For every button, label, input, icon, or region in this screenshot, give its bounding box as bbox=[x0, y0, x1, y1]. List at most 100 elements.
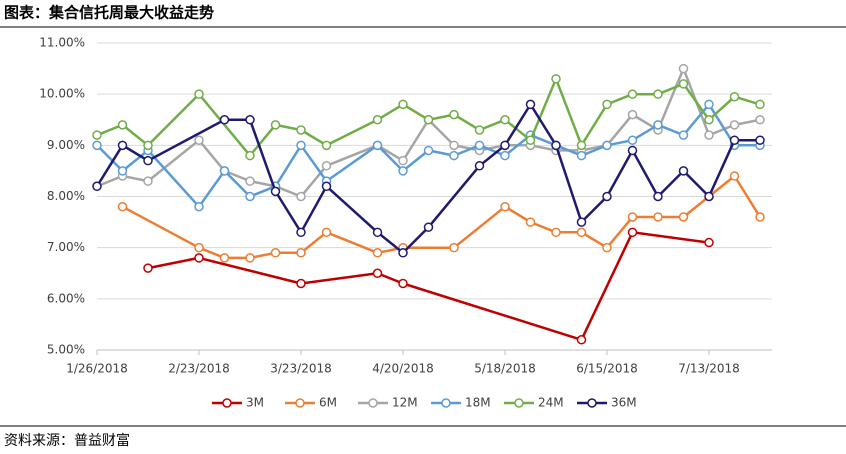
data-point bbox=[296, 227, 306, 238]
data-point bbox=[194, 253, 204, 263]
data-point bbox=[500, 115, 510, 125]
data-point bbox=[627, 145, 638, 156]
data-point bbox=[321, 161, 332, 171]
legend-label: 36M bbox=[611, 396, 637, 410]
data-point bbox=[755, 135, 765, 145]
data-point bbox=[296, 125, 306, 135]
data-point bbox=[653, 191, 663, 202]
data-point bbox=[551, 140, 561, 151]
y-tick-label: 7.00% bbox=[47, 240, 85, 254]
x-tick-label: 3/23/2018 bbox=[270, 362, 332, 376]
data-point bbox=[296, 191, 306, 202]
data-point bbox=[576, 335, 587, 345]
data-point bbox=[92, 130, 102, 140]
source-note: 资料来源：普益财富 bbox=[4, 432, 130, 449]
data-point bbox=[117, 201, 128, 212]
legend-marker bbox=[441, 398, 451, 408]
data-point bbox=[117, 166, 128, 176]
legend-label: 24M bbox=[538, 396, 564, 410]
data-point bbox=[602, 140, 612, 151]
data-point bbox=[270, 248, 281, 258]
data-point bbox=[576, 150, 587, 161]
data-point bbox=[755, 99, 765, 110]
data-point bbox=[423, 222, 434, 232]
data-point bbox=[270, 186, 281, 197]
y-tick-label: 11.00% bbox=[39, 36, 85, 50]
data-point bbox=[627, 89, 638, 99]
data-point bbox=[398, 166, 408, 176]
legend-label: 18M bbox=[465, 396, 491, 410]
legend-marker bbox=[587, 398, 597, 408]
data-point bbox=[372, 268, 383, 278]
y-tick-label: 9.00% bbox=[47, 138, 85, 152]
legend-label: 3M bbox=[246, 396, 264, 410]
data-point bbox=[755, 212, 765, 222]
data-point bbox=[525, 217, 536, 227]
data-point bbox=[602, 242, 612, 253]
x-tick-label: 2/23/2018 bbox=[168, 362, 230, 376]
data-point bbox=[729, 91, 740, 102]
data-point bbox=[219, 166, 230, 176]
data-point bbox=[245, 191, 255, 202]
data-point bbox=[321, 140, 332, 151]
data-point bbox=[704, 191, 714, 202]
data-point bbox=[245, 253, 255, 263]
data-point bbox=[653, 212, 663, 222]
data-point bbox=[576, 140, 587, 151]
data-point bbox=[449, 150, 459, 161]
data-point bbox=[704, 237, 714, 248]
data-point bbox=[143, 176, 153, 186]
data-point bbox=[653, 89, 663, 99]
data-point bbox=[729, 120, 740, 130]
data-point bbox=[627, 135, 638, 145]
data-point bbox=[398, 99, 408, 110]
data-point bbox=[678, 166, 689, 176]
x-tick-label: 4/20/2018 bbox=[372, 362, 434, 376]
data-point bbox=[143, 140, 153, 151]
data-point bbox=[525, 135, 536, 145]
data-point bbox=[194, 135, 204, 145]
data-point bbox=[423, 145, 434, 156]
y-tick-label: 5.00% bbox=[47, 343, 85, 357]
data-point bbox=[551, 74, 561, 84]
legend-label: 6M bbox=[319, 396, 337, 410]
series-line bbox=[147, 231, 710, 342]
data-point bbox=[398, 155, 408, 166]
data-point bbox=[678, 63, 689, 74]
data-point bbox=[296, 248, 306, 258]
series-line bbox=[121, 174, 762, 260]
data-point bbox=[704, 130, 714, 140]
data-point bbox=[729, 135, 740, 145]
data-point bbox=[627, 212, 638, 222]
data-point bbox=[729, 171, 740, 181]
data-point bbox=[551, 227, 561, 238]
data-point bbox=[449, 242, 459, 253]
data-point bbox=[602, 191, 612, 202]
data-point bbox=[678, 212, 689, 222]
data-point bbox=[372, 115, 383, 125]
data-point bbox=[194, 201, 204, 212]
data-point bbox=[219, 253, 230, 263]
data-point bbox=[500, 140, 510, 151]
data-point bbox=[219, 115, 230, 125]
data-point bbox=[321, 181, 332, 192]
legend-marker bbox=[368, 398, 378, 408]
data-point bbox=[372, 227, 383, 238]
y-tick-label: 8.00% bbox=[47, 189, 85, 203]
legend-marker bbox=[514, 398, 524, 408]
data-point bbox=[500, 201, 510, 212]
data-point bbox=[398, 248, 408, 258]
data-point bbox=[92, 140, 102, 151]
data-point bbox=[755, 115, 765, 125]
data-point bbox=[194, 89, 204, 99]
y-tick-label: 6.00% bbox=[47, 291, 85, 305]
data-point bbox=[321, 227, 332, 238]
data-point bbox=[398, 278, 408, 289]
data-point bbox=[627, 109, 638, 120]
data-point bbox=[678, 79, 689, 89]
data-point bbox=[270, 120, 281, 130]
x-tick-label: 6/15/2018 bbox=[576, 362, 638, 376]
data-point bbox=[449, 140, 459, 151]
